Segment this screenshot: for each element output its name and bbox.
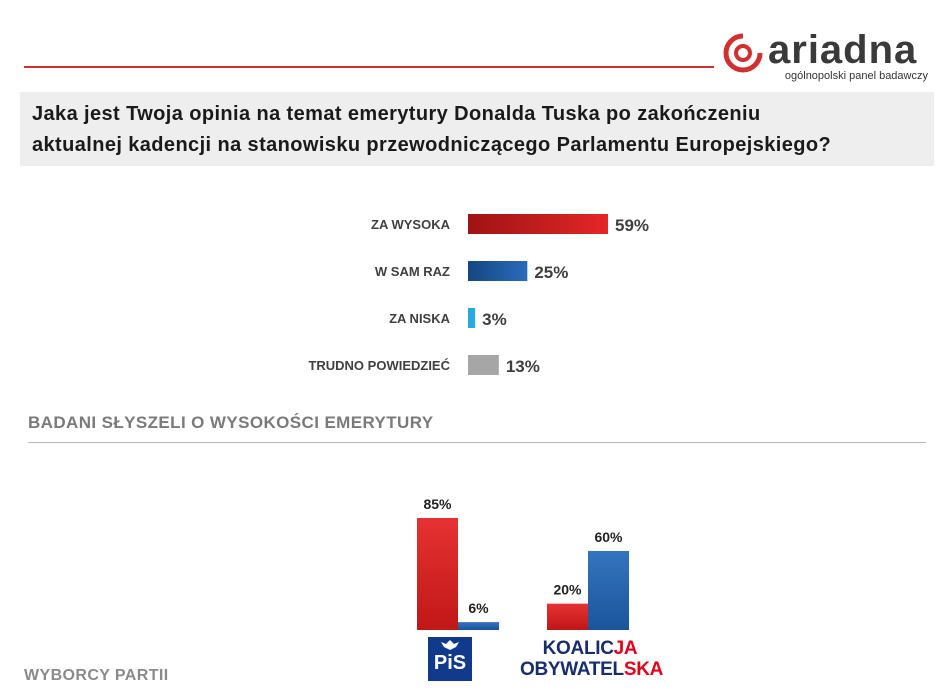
section-title: BADANI SŁYSZELI O WYSOKOŚCI EMERYTURY bbox=[28, 413, 434, 432]
value-label: 25% bbox=[534, 263, 568, 282]
bar bbox=[468, 261, 528, 281]
category-label: ZA NISKA bbox=[389, 311, 451, 326]
survey-question: Jaka jest Twoja opinia na temat emerytur… bbox=[20, 92, 934, 166]
bar bbox=[417, 518, 458, 630]
opinion-bar-chart: ZA WYSOKA 59% W SAM RAZ 25% ZA NISKA 3% TRUDNO… bbox=[308, 214, 649, 376]
value-label: 60% bbox=[594, 529, 623, 545]
pis-label: PiS bbox=[433, 652, 467, 674]
party-bar-chart: 85% 6% 20% 60% bbox=[417, 496, 629, 630]
value-label: 85% bbox=[423, 496, 452, 512]
ko-text-2: JA bbox=[613, 638, 638, 659]
pis-party-logo: PiS bbox=[428, 637, 472, 681]
value-label: 20% bbox=[553, 582, 582, 598]
ko-text-4: SKA bbox=[623, 659, 664, 680]
category-label: ZA WYSOKA bbox=[371, 217, 451, 232]
ko-text-3: OBYWATEL bbox=[520, 659, 624, 680]
header-rule bbox=[24, 66, 714, 68]
bar bbox=[468, 214, 608, 234]
ariadna-logo-icon bbox=[723, 33, 763, 73]
value-label: 6% bbox=[468, 600, 489, 616]
category-label: W SAM RAZ bbox=[375, 264, 450, 279]
question-line-2: aktualnej kadencji na stanowisku przewod… bbox=[32, 134, 832, 156]
value-label: 13% bbox=[506, 357, 540, 376]
ko-text-1: KOALIC bbox=[542, 638, 614, 659]
bar bbox=[547, 603, 588, 630]
brand-tagline: ogólnopolski panel badawczy bbox=[784, 70, 928, 82]
ko-party-logo: KOALICJA OBYWATELSKA bbox=[520, 638, 664, 680]
section-rule bbox=[28, 442, 926, 443]
bar bbox=[468, 308, 476, 328]
bar bbox=[588, 550, 629, 630]
brand-logo: ariadna ogólnopolski panel badawczy bbox=[722, 28, 934, 84]
category-label: TRUDNO POWIEDZIEĆ bbox=[308, 358, 450, 373]
value-label: 3% bbox=[482, 310, 507, 329]
eagle-icon bbox=[441, 640, 459, 650]
bar bbox=[458, 622, 499, 630]
value-label: 59% bbox=[615, 216, 649, 235]
bar bbox=[468, 355, 499, 375]
question-line-1: Jaka jest Twoja opinia na temat emerytur… bbox=[32, 103, 761, 125]
brand-name: ariadna bbox=[768, 28, 918, 72]
party-voters-label: WYBORCY PARTII bbox=[24, 667, 169, 684]
